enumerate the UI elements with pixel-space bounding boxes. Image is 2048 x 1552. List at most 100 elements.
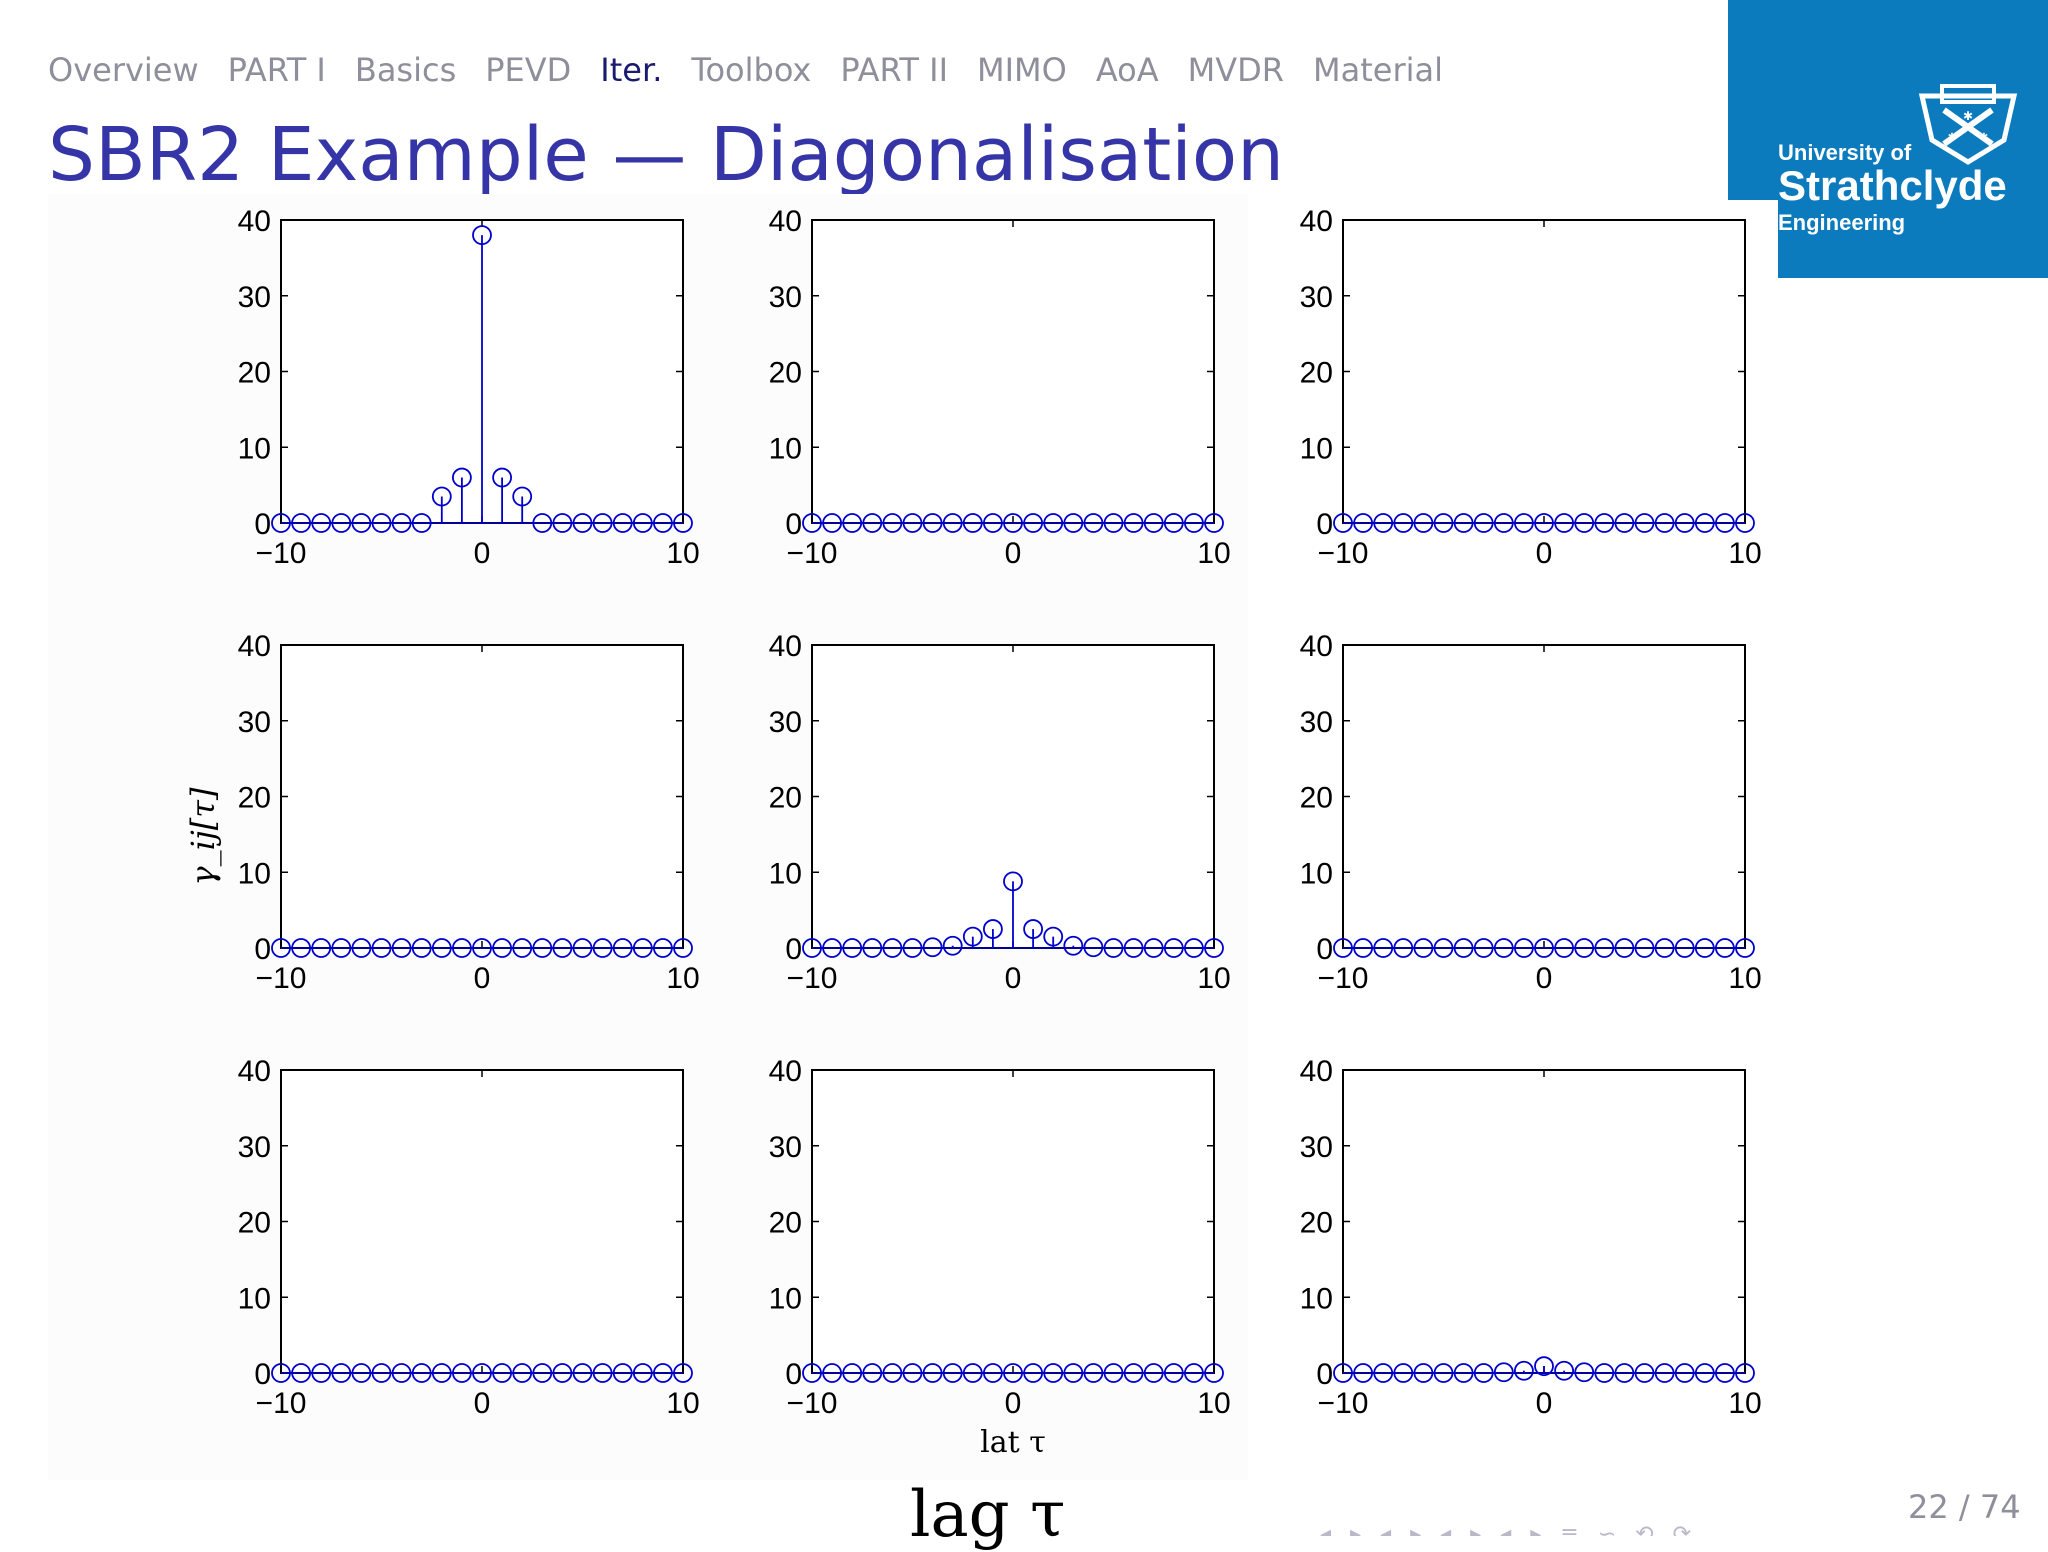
nav-item-aoa[interactable]: AoA: [1095, 51, 1159, 89]
y-axis-label: γ_ij[τ]: [184, 787, 222, 885]
x-tick-label: −10: [256, 1387, 307, 1420]
stem-marker: [1534, 938, 1554, 958]
stem-marker: [1353, 938, 1373, 958]
logo-line-1: University of: [1778, 140, 1912, 165]
stem-marker: [842, 1363, 863, 1383]
y-tick-label: 40: [769, 205, 802, 238]
nav-item-mimo[interactable]: MIMO: [977, 51, 1067, 89]
nav-item-toolbox[interactable]: Toolbox: [691, 51, 812, 89]
x-tick-label: 10: [1728, 962, 1761, 995]
x-tick-label: 10: [1728, 1387, 1761, 1420]
stem-marker: [391, 938, 412, 958]
stem-marker: [1143, 1363, 1164, 1383]
nav-item-material[interactable]: Material: [1313, 51, 1444, 89]
x-tick-label: −10: [787, 1387, 838, 1420]
stem-marker: [632, 1363, 653, 1383]
stem-marker: [1333, 938, 1353, 958]
stem-marker: [391, 1363, 412, 1383]
stem-marker: [1493, 513, 1514, 533]
y-tick-label: 10: [1300, 432, 1333, 465]
stem-marker: [842, 938, 863, 958]
stem-marker: [1534, 1356, 1554, 1377]
stem-marker: [632, 938, 653, 958]
stem-marker: [451, 467, 472, 488]
x-tick-label: 0: [474, 962, 491, 995]
stem-marker: [1735, 938, 1755, 958]
y-tick-label: 30: [238, 1131, 271, 1164]
y-tick-label: 40: [769, 630, 802, 663]
stem-marker: [802, 938, 822, 958]
stem-marker: [1023, 513, 1043, 533]
nav-item-mvdr[interactable]: MVDR: [1187, 51, 1285, 89]
stem-marker: [902, 938, 923, 958]
nav-item-part-ii[interactable]: PART II: [840, 51, 948, 89]
stem-marker: [351, 938, 372, 958]
x-axis-label: lat τ: [980, 1425, 1046, 1460]
stem-marker: [962, 513, 983, 533]
stem-marker: [411, 1363, 432, 1383]
stem-marker: [1123, 513, 1144, 533]
nav-item-overview[interactable]: Overview: [48, 51, 199, 89]
stem-marker: [673, 938, 693, 958]
y-tick-label: 40: [238, 630, 271, 663]
section-nav: Overview PART I Basics PEVD Iter. Toolbox PART…: [48, 48, 1443, 92]
x-tick-label: 0: [1536, 1387, 1553, 1420]
x-tick-label: 0: [1005, 1387, 1022, 1420]
beamer-navigation-icons[interactable]: ◂ ▸ ◂ ▸ ◂ ▸ ◂ ▸ ≡ ∽ ⟲ ⟳: [1320, 1522, 1698, 1536]
stem-marker: [882, 938, 903, 958]
nav-item-part-i[interactable]: PART I: [227, 51, 326, 89]
stem-marker: [532, 1363, 553, 1383]
stem-marker: [1554, 513, 1574, 533]
stem-marker: [862, 513, 883, 533]
stem-marker: [1063, 935, 1084, 956]
stem-marker: [1654, 1363, 1675, 1383]
y-tick-label: 10: [238, 857, 271, 890]
stem-marker: [552, 938, 573, 958]
x-tick-label: −10: [1318, 1387, 1369, 1420]
stem-marker: [1083, 1363, 1104, 1383]
stem-marker: [1043, 926, 1064, 947]
svg-text:✱: ✱: [1948, 132, 1956, 143]
stem-marker: [1514, 1360, 1534, 1381]
stem-marker: [371, 513, 392, 533]
stem-marker: [1715, 513, 1735, 533]
stem-marker: [472, 225, 492, 246]
stem-marker: [942, 513, 963, 533]
x-tick-label: 0: [1536, 537, 1553, 570]
logo-line-3: Engineering: [1778, 210, 1906, 235]
stem-marker: [1413, 513, 1434, 533]
y-tick-label: 20: [769, 357, 802, 390]
stem-marker: [983, 513, 1003, 533]
axes-box: [811, 1069, 1215, 1374]
university-logo: [1728, 0, 2048, 278]
stem-marker: [1083, 937, 1104, 958]
stem-marker: [1574, 1362, 1595, 1383]
stem-marker: [431, 1363, 452, 1383]
x-tick-label: 10: [1197, 962, 1230, 995]
stem-marker: [1003, 1363, 1023, 1383]
stem-marker: [862, 938, 883, 958]
stem-marker: [1184, 1363, 1204, 1383]
stem-marker: [1413, 938, 1434, 958]
stem-marker: [1103, 938, 1124, 958]
stem-marker: [882, 1363, 903, 1383]
stem-marker: [1493, 938, 1514, 958]
y-tick-label: 10: [238, 1282, 271, 1315]
nav-item-basics[interactable]: Basics: [354, 51, 457, 89]
stem-marker: [1534, 513, 1554, 533]
stem-marker: [1184, 513, 1204, 533]
nav-item-iter[interactable]: Iter.: [600, 51, 663, 89]
x-tick-label: 0: [1005, 537, 1022, 570]
stem-marker: [1634, 938, 1655, 958]
stem-marker: [1333, 1363, 1353, 1383]
stem-marker: [431, 486, 452, 507]
y-tick-label: 20: [1300, 782, 1333, 815]
stem-marker: [1614, 513, 1635, 533]
nav-item-pevd[interactable]: PEVD: [485, 51, 572, 89]
stem-marker: [492, 1363, 513, 1383]
stem-marker: [311, 938, 332, 958]
x-tick-label: −10: [787, 537, 838, 570]
stem-marker: [1614, 1363, 1635, 1383]
x-tick-label: 0: [1005, 962, 1022, 995]
